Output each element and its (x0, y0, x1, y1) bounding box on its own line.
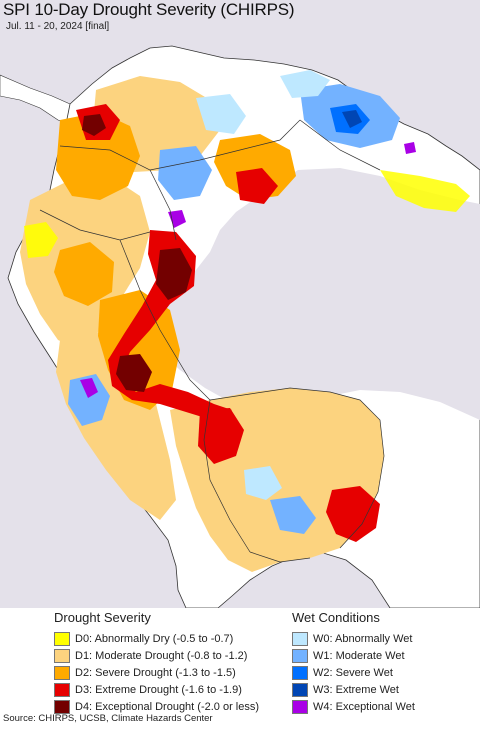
legend-swatch-w1 (292, 648, 308, 663)
region-d3-venezuela (236, 168, 278, 204)
drought-map (0, 45, 480, 608)
legend-drought-heading: Drought Severity (54, 610, 151, 625)
legend-label-w2: W2: Severe Wet (313, 666, 393, 679)
legend-swatch-d3 (54, 682, 70, 697)
legend-item-d3: D3: Extreme Drought (-1.6 to -1.9) (54, 681, 259, 698)
legend-swatch-d1 (54, 648, 70, 663)
legend-label-d1: D1: Moderate Drought (-0.8 to -1.2) (75, 649, 248, 662)
region-d0-west (24, 222, 58, 258)
admin-borders (39, 119, 385, 563)
legend-item-w3: W3: Extreme Wet (292, 681, 415, 698)
legend-label-w0: W0: Abnormally Wet (313, 632, 413, 645)
map-title: SPI 10-Day Drought Severity (CHIRPS) (3, 0, 295, 19)
source-credit: Source: CHIRPS, UCSB, Climate Hazards Ce… (3, 713, 213, 724)
map-subtitle: Jul. 11 - 20, 2024 [final] (6, 21, 110, 32)
legend-item-w4: W4: Exceptional Wet (292, 698, 415, 715)
legend-swatch-w4 (292, 699, 308, 714)
region-w0-guiana (280, 70, 330, 98)
region-w0-colombia (196, 94, 246, 134)
region-d2-andes-south (54, 242, 114, 306)
legend-wet: Wet Conditions W0: Abnormally Wet W1: Mo… (292, 610, 415, 715)
region-d4-peru (116, 354, 152, 392)
legend-item-w1: W1: Moderate Wet (292, 647, 415, 664)
legend-wet-heading: Wet Conditions (292, 610, 380, 625)
legend-item-d4: D4: Exceptional Drought (-2.0 or less) (54, 698, 259, 715)
legend-item-w0: W0: Abnormally Wet (292, 630, 415, 647)
region-w1-colombia (158, 146, 212, 200)
region-d3-bolivia-north (198, 408, 244, 464)
legend-item-d2: D2: Severe Drought (-1.3 to -1.5) (54, 664, 259, 681)
legend-swatch-w0 (292, 631, 308, 646)
region-d4-amazon (156, 248, 192, 300)
region-w0-bolivia (244, 466, 282, 500)
legend-label-w3: W3: Extreme Wet (313, 683, 399, 696)
legend-swatch-w3 (292, 682, 308, 697)
amazon-no-data-area (150, 168, 480, 420)
region-d3-bolivia-east (326, 486, 380, 542)
legend-swatch-w2 (292, 665, 308, 680)
legend-label-d2: D2: Severe Drought (-1.3 to -1.5) (75, 666, 236, 679)
region-w1-bolivia (270, 496, 316, 534)
legend-swatch-d4 (54, 699, 70, 714)
legend-item-d0: D0: Abnormally Dry (-0.5 to -0.7) (54, 630, 259, 647)
region-w4-guiana (404, 142, 416, 154)
legend-item-w2: W2: Severe Wet (292, 664, 415, 681)
legend-label-w1: W1: Moderate Wet (313, 649, 405, 662)
region-d0-north-east (380, 170, 470, 212)
map-panel: SPI 10-Day Drought Severity (CHIRPS) Jul… (0, 0, 480, 609)
legend-drought: Drought Severity D0: Abnormally Dry (-0.… (54, 610, 259, 715)
legend-label-d3: D3: Extreme Drought (-1.6 to -1.9) (75, 683, 242, 696)
region-w3-guiana (342, 110, 362, 128)
legend-label-w4: W4: Exceptional Wet (313, 700, 415, 713)
legend-item-d1: D1: Moderate Drought (-0.8 to -1.2) (54, 647, 259, 664)
legend-label-d0: D0: Abnormally Dry (-0.5 to -0.7) (75, 632, 234, 645)
legend-swatch-d2 (54, 665, 70, 680)
region-w1-peru (68, 374, 110, 426)
legend-label-d4: D4: Exceptional Drought (-2.0 or less) (75, 700, 260, 713)
region-w4-peru (80, 378, 98, 398)
region-d4-colombia (82, 114, 106, 136)
legend-swatch-d0 (54, 631, 70, 646)
legend: Drought Severity D0: Abnormally Dry (-0.… (0, 608, 480, 715)
region-d2-colombia (56, 112, 140, 200)
